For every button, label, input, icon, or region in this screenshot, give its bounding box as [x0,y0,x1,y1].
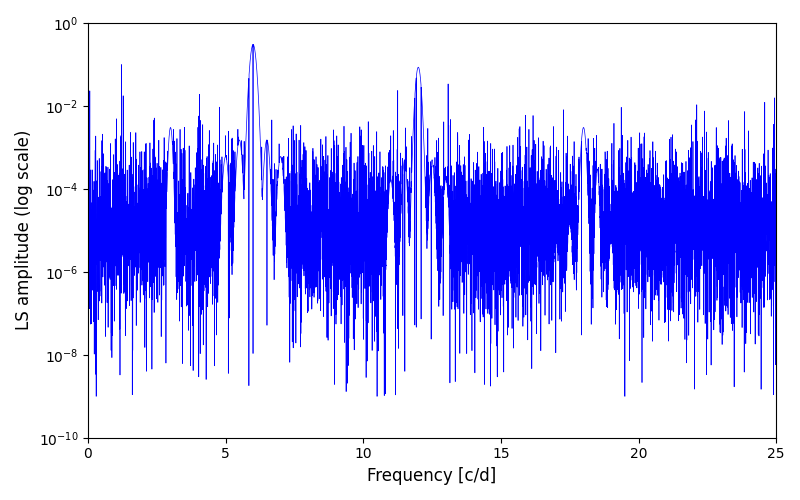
X-axis label: Frequency [c/d]: Frequency [c/d] [367,467,497,485]
Y-axis label: LS amplitude (log scale): LS amplitude (log scale) [15,130,33,330]
